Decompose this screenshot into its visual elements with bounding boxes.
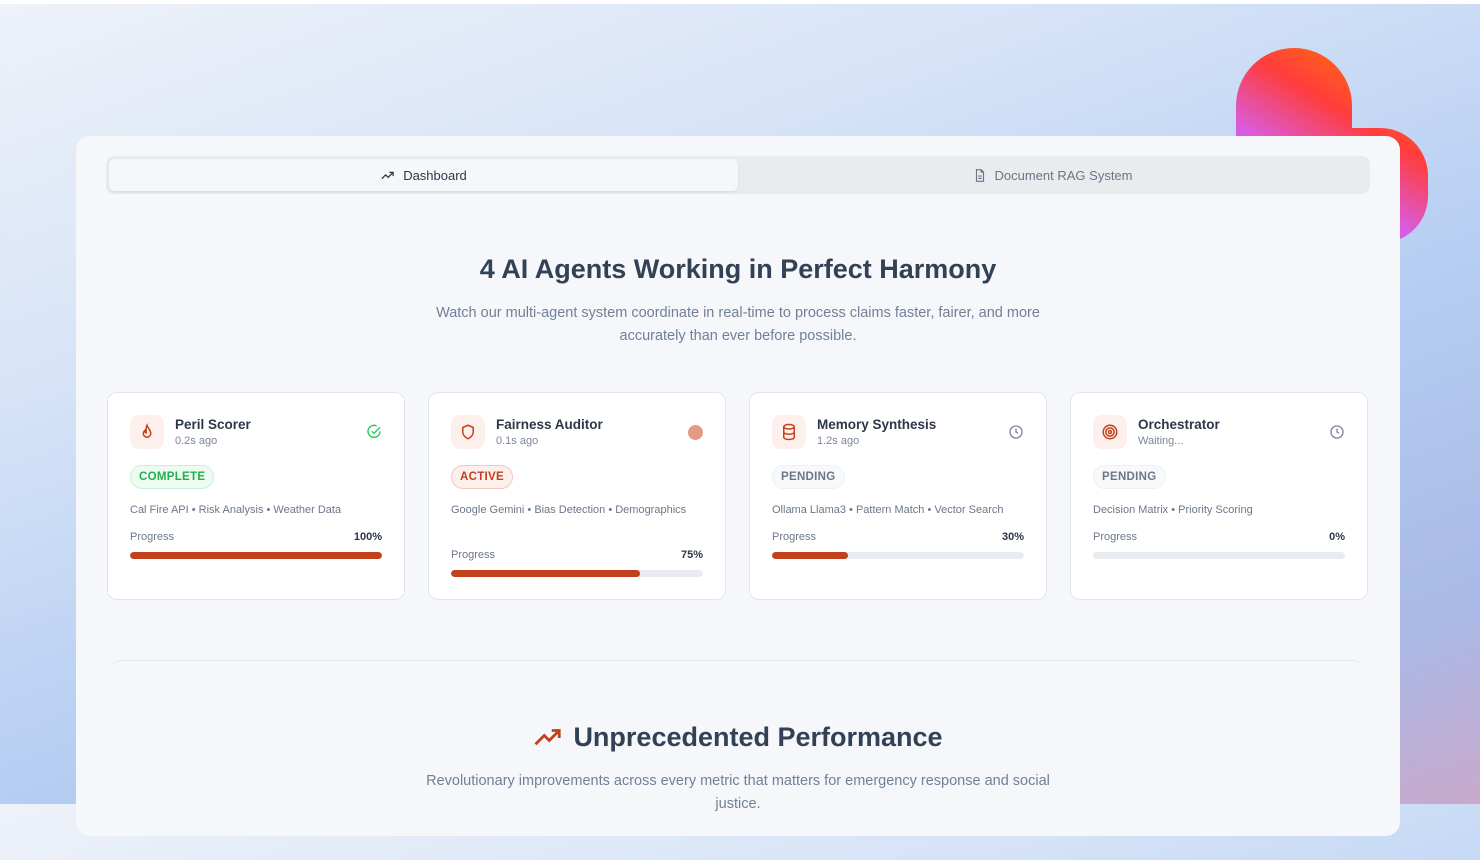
target-icon <box>1093 415 1127 449</box>
tab-dashboard[interactable]: Dashboard <box>109 159 738 191</box>
status-badge: PENDING <box>1093 465 1166 489</box>
agent-card-peril-scorer[interactable]: Peril Scorer 0.2s ago COMPLETE Cal Fire … <box>107 392 405 600</box>
check-circle-icon <box>367 424 381 439</box>
progress-bar <box>130 552 382 559</box>
tab-bar: Dashboard Document RAG System <box>106 156 1370 194</box>
tab-document-rag[interactable]: Document RAG System <box>738 159 1367 191</box>
progress-value: 75% <box>680 549 703 561</box>
agent-tags: Cal Fire API • Risk Analysis • Weather D… <box>130 504 342 516</box>
progress-label: Progress <box>130 531 175 543</box>
agent-name: Peril Scorer <box>175 417 251 432</box>
progress-bar <box>1093 552 1345 559</box>
main-panel: Dashboard Document RAG System 4 AI Agent… <box>76 136 1400 836</box>
hero-subtitle: Watch our multi-agent system coordinate … <box>436 305 1040 344</box>
agent-time: 0.1s ago <box>496 435 539 447</box>
agent-card-orchestrator[interactable]: Orchestrator Waiting... PENDING Decision… <box>1070 392 1368 600</box>
progress-fill <box>451 570 640 577</box>
agent-card-fairness-auditor[interactable]: Fairness Auditor 0.1s ago ACTIVE Google … <box>428 392 726 600</box>
clock-icon <box>1009 425 1023 439</box>
progress-value: 0% <box>1329 531 1345 543</box>
performance-section <box>108 660 1366 860</box>
agent-name: Memory Synthesis <box>817 417 937 432</box>
progress-fill <box>772 552 848 559</box>
progress-value: 100% <box>353 531 382 543</box>
clock-icon <box>1330 425 1344 439</box>
progress-value: 30% <box>1001 531 1024 543</box>
agent-card-memory-synthesis[interactable]: Memory Synthesis 1.2s ago PENDING Ollama… <box>749 392 1047 600</box>
agent-tags: Google Gemini • Bias Detection • Demogra… <box>451 504 687 516</box>
progress-bar <box>772 552 1024 559</box>
agent-name: Orchestrator <box>1138 417 1220 432</box>
progress-label: Progress <box>1093 531 1138 543</box>
progress-fill <box>130 552 382 559</box>
performance-subtitle: Revolutionary improvements across every … <box>426 773 1050 812</box>
agent-time: 0.2s ago <box>175 435 218 447</box>
agent-name: Fairness Auditor <box>496 417 603 432</box>
hero-title: 4 AI Agents Working in Perfect Harmony <box>479 254 997 284</box>
agent-cards: Peril Scorer 0.2s ago COMPLETE Cal Fire … <box>107 392 1368 600</box>
file-text-icon <box>975 168 984 182</box>
agent-time: 1.2s ago <box>817 435 860 447</box>
tab-label: Dashboard <box>403 167 467 183</box>
status-badge: ACTIVE <box>451 465 513 489</box>
shield-icon <box>451 415 485 449</box>
agent-time: Waiting... <box>1138 435 1184 447</box>
performance-title-text: Unprecedented Performance <box>573 722 943 752</box>
progress-label: Progress <box>451 549 496 561</box>
trending-up-icon <box>381 171 394 179</box>
status-badge: PENDING <box>772 465 845 489</box>
agent-tags: Decision Matrix • Priority Scoring <box>1093 504 1253 516</box>
progress-bar <box>451 570 703 577</box>
top-edge <box>0 0 1480 4</box>
status-badge: COMPLETE <box>130 465 215 489</box>
flame-icon <box>130 415 164 449</box>
performance-title: Unprecedented Performance <box>76 722 1400 753</box>
progress-label: Progress <box>772 531 817 543</box>
agent-tags: Ollama Llama3 • Pattern Match • Vector S… <box>772 504 1004 516</box>
tab-label: Document RAG System <box>994 167 1133 183</box>
trending-up-icon <box>534 728 562 745</box>
database-icon <box>772 415 806 449</box>
active-dot-icon <box>688 425 703 440</box>
